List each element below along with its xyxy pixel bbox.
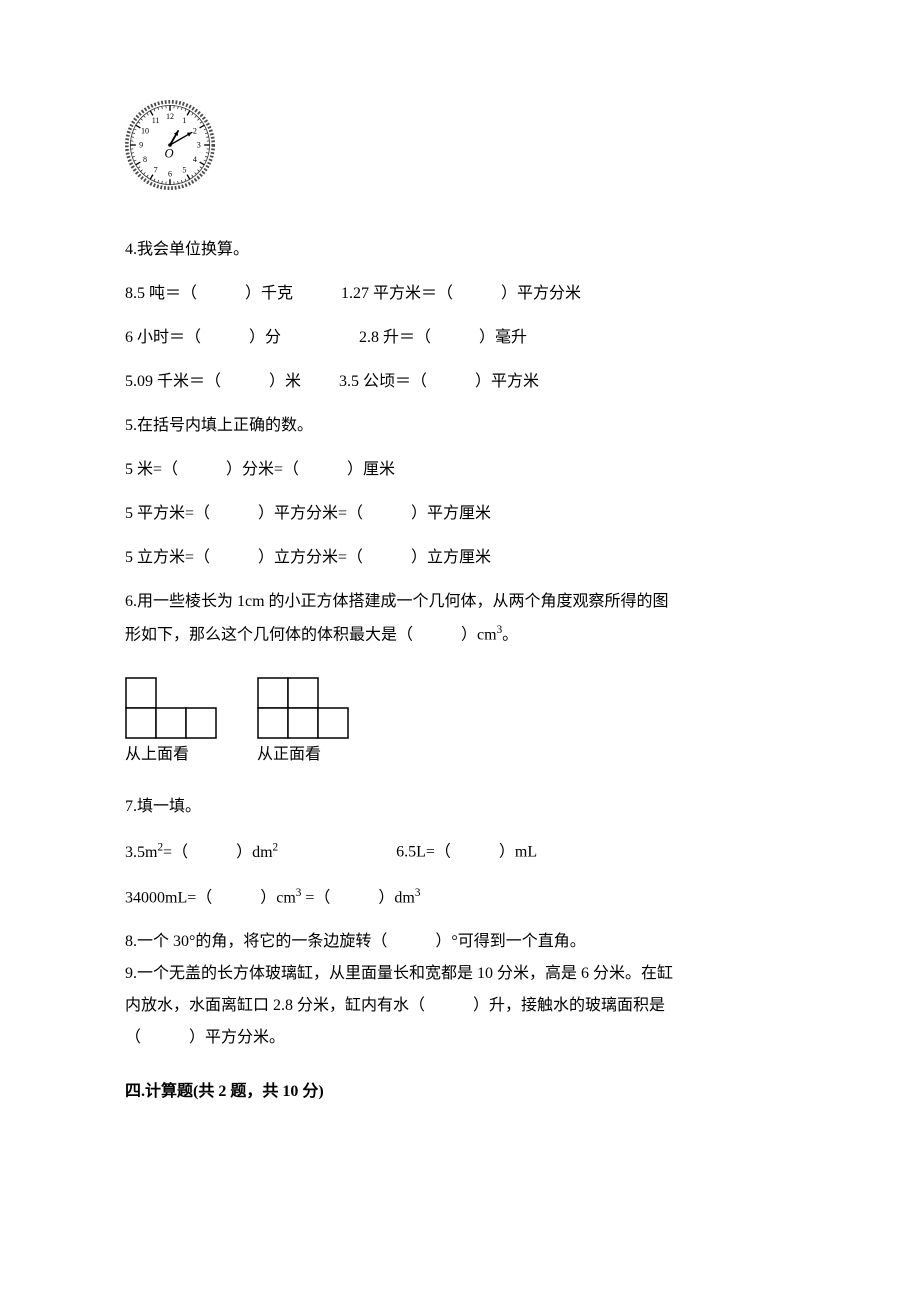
q6-line2-suffix: 。 — [502, 626, 518, 643]
q7-row2-prefix: 34000mL=（ ）cm — [125, 889, 296, 906]
q6-line2-prefix: 形如下，那么这个几何体的体积最大是（ ）cm — [125, 626, 497, 643]
q6-top-view-block: 从上面看 — [125, 677, 217, 767]
clock-svg: 121234567891011O — [125, 100, 215, 190]
svg-text:3: 3 — [197, 141, 201, 150]
front-view-svg — [257, 677, 349, 739]
q7-row1a: 3.5m2=（ ）dm2 — [125, 844, 282, 861]
q6-top-view — [125, 677, 217, 739]
q6-views: 从上面看 从正面看 — [125, 677, 795, 767]
q7-row1a-prefix: 3.5m — [125, 844, 157, 861]
q4-row3a: 5.09 千米＝（ ）米 — [125, 373, 301, 390]
section-4-title: 四.计算题(共 2 题，共 10 分) — [125, 1080, 795, 1104]
q7-title: 7.填一填。 — [125, 795, 795, 819]
q7-row1: 3.5m2=（ ）dm2 6.5L=（ ）mL — [125, 839, 795, 864]
q4-row3: 5.09 千米＝（ ）米 3.5 公顷＝（ ）平方米 — [125, 370, 795, 394]
q4-row1a: 8.5 吨＝（ ）千克 — [125, 285, 293, 302]
q4-row2a: 6 小时＝（ ）分 — [125, 329, 281, 346]
svg-text:O: O — [165, 147, 174, 161]
q6-top-label: 从上面看 — [125, 743, 189, 767]
q6-front-view — [257, 677, 349, 739]
q7-row1a-mid: =（ ）dm — [163, 844, 272, 861]
q6-front-view-block: 从正面看 — [257, 677, 349, 767]
svg-text:6: 6 — [168, 170, 172, 179]
q8: 8.一个 30°的角，将它的一条边旋转（ ）°可得到一个直角。 — [125, 930, 795, 954]
q4-title: 4.我会单位换算。 — [125, 238, 795, 262]
q7-row2-mid: =（ ）dm — [301, 889, 414, 906]
svg-text:11: 11 — [152, 116, 160, 125]
svg-text:4: 4 — [193, 155, 197, 164]
svg-text:5: 5 — [182, 166, 186, 175]
q5-title: 5.在括号内填上正确的数。 — [125, 414, 795, 438]
q6-front-label: 从正面看 — [257, 743, 321, 767]
q6-line1: 6.用一些棱长为 1cm 的小正方体搭建成一个几何体，从两个角度观察所得的图 — [125, 590, 795, 614]
q9-l3: （ ）平方分米。 — [125, 1026, 795, 1050]
q7-row1b: 6.5L=（ ）mL — [396, 844, 537, 861]
q6-line2: 形如下，那么这个几何体的体积最大是（ ）cm3。 — [125, 622, 795, 647]
q5-row2: 5 平方米=（ ）平方分米=（ ）平方厘米 — [125, 502, 795, 526]
q9-l1: 9.一个无盖的长方体玻璃缸，从里面量长和宽都是 10 分米，高是 6 分米。在缸 — [125, 962, 795, 986]
q4-row2: 6 小时＝（ ）分 2.8 升＝（ ）毫升 — [125, 326, 795, 350]
q4-row3b: 3.5 公顷＝（ ）平方米 — [339, 373, 539, 390]
svg-text:2: 2 — [193, 126, 197, 135]
svg-text:7: 7 — [154, 166, 158, 175]
q7-row2-sup2: 3 — [415, 887, 421, 899]
q7-row2: 34000mL=（ ）cm3 =（ ）dm3 — [125, 885, 795, 910]
q4-row2b: 2.8 升＝（ ）毫升 — [359, 329, 527, 346]
svg-text:8: 8 — [143, 155, 147, 164]
svg-text:12: 12 — [166, 112, 174, 121]
q4-row1b: 1.27 平方米＝（ ）平方分米 — [341, 285, 581, 302]
svg-text:1: 1 — [182, 116, 186, 125]
svg-text:10: 10 — [141, 126, 149, 135]
top-view-svg — [125, 677, 217, 739]
svg-text:9: 9 — [139, 141, 143, 150]
q5-row3: 5 立方米=（ ）立方分米=（ ）立方厘米 — [125, 546, 795, 570]
q9-l2: 内放水，水面离缸口 2.8 分米，缸内有水（ ）升，接触水的玻璃面积是 — [125, 994, 795, 1018]
q4-row1: 8.5 吨＝（ ）千克 1.27 平方米＝（ ）平方分米 — [125, 282, 795, 306]
q5-row1: 5 米=（ ）分米=（ ）厘米 — [125, 458, 795, 482]
q7-row1a-sup2: 2 — [273, 841, 279, 853]
clock-figure: 121234567891011O — [125, 100, 795, 198]
